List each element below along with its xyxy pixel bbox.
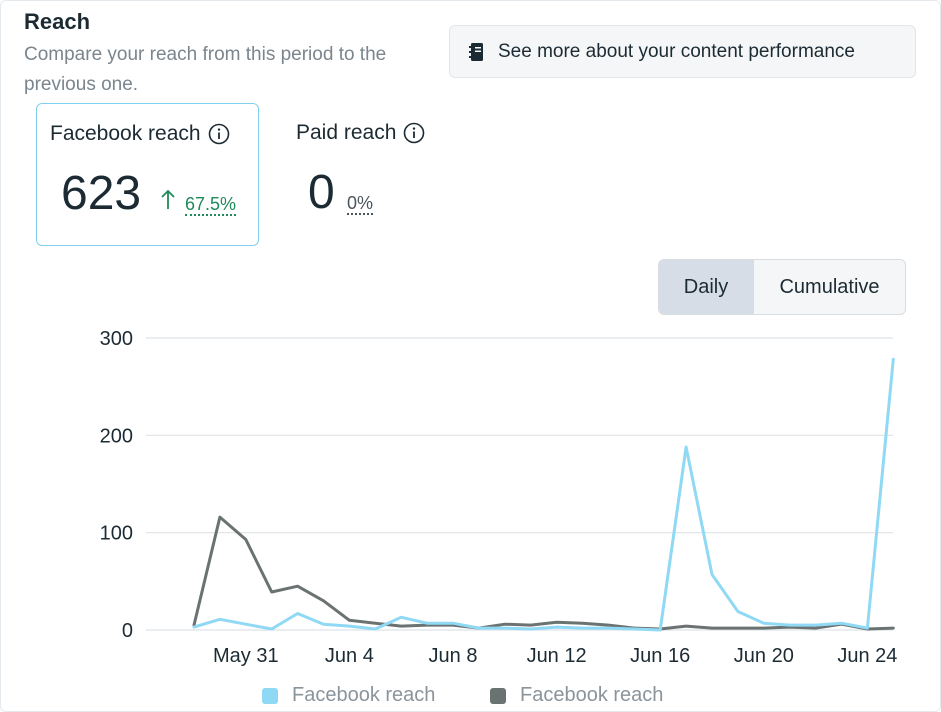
paid-reach-card[interactable]: Paid reach 0 0% (259, 103, 459, 246)
facebook-reach-label: Facebook reach (50, 122, 201, 145)
series-line-previous (192, 515, 895, 631)
info-icon[interactable] (403, 122, 425, 144)
facebook-reach-card[interactable]: Facebook reach 623 67.5% (36, 103, 259, 246)
y-tick-label: 300 (100, 328, 133, 350)
period-toggle: Daily Cumulative (658, 259, 906, 315)
y-tick-label: 200 (100, 425, 133, 447)
x-tick-label: Jun 16 (630, 645, 690, 667)
notebook-icon (469, 42, 483, 61)
page-subtitle: Compare your reach from this period to t… (24, 44, 387, 95)
x-tick-label: May 31 (213, 645, 279, 667)
content-performance-button[interactable]: See more about your content performance (449, 25, 916, 78)
legend-item-current[interactable]: Facebook reach (262, 684, 435, 707)
y-tick-label: 0 (122, 620, 133, 642)
info-icon[interactable] (208, 123, 230, 145)
x-tick-label: Jun 20 (734, 645, 794, 667)
legend-swatch-current (262, 687, 278, 704)
paid-reach-change[interactable]: 0% (347, 193, 374, 215)
paid-reach-label: Paid reach (296, 121, 397, 144)
content-performance-label: See more about your content performance (498, 40, 855, 62)
facebook-reach-value: 623 (61, 167, 142, 220)
legend-label-current: Facebook reach (292, 684, 436, 706)
x-tick-label: Jun 8 (429, 645, 478, 667)
y-tick-label: 100 (100, 523, 133, 545)
daily-toggle-button[interactable]: Daily (659, 260, 754, 314)
series-line-current (192, 357, 895, 632)
legend-item-previous[interactable]: Facebook reach (490, 684, 663, 707)
cumulative-toggle-button[interactable]: Cumulative (779, 275, 880, 298)
page-title: Reach (24, 9, 91, 34)
paid-reach-label-row: Paid reach (296, 121, 425, 145)
x-tick-label: Jun 12 (527, 645, 587, 667)
facebook-reach-change[interactable]: 67.5% (185, 194, 237, 216)
arrow-up-icon (161, 189, 175, 209)
legend-label-previous: Facebook reach (520, 684, 664, 706)
facebook-reach-label-row: Facebook reach (50, 122, 230, 146)
x-tick-label: Jun 4 (325, 645, 374, 667)
legend-swatch-previous (490, 687, 506, 704)
reach-line-chart: 0 100 200 300 May 31 Jun 4 Jun 8 Jun 12 Jun 16 Ju… (100, 328, 898, 667)
x-tick-label: Jun 24 (837, 645, 897, 667)
paid-reach-value: 0 (308, 166, 335, 219)
